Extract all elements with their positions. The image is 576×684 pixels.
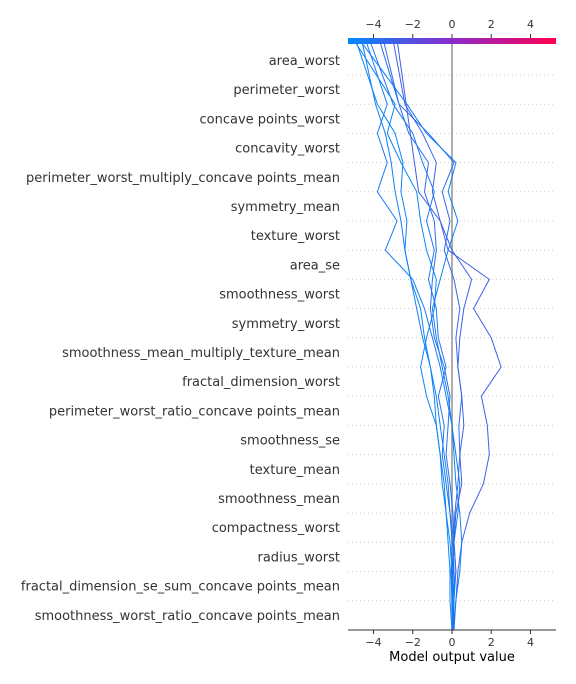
bottom-tick-label: 2 bbox=[488, 636, 495, 649]
feature-label: perimeter_worst_ratio_concave points_mea… bbox=[49, 404, 340, 419]
feature-label: texture_mean bbox=[250, 463, 340, 478]
feature-label: symmetry_mean bbox=[231, 200, 340, 215]
feature-label: smoothness_mean bbox=[218, 492, 340, 507]
feature-label: concave points_worst bbox=[199, 112, 340, 127]
top-tick-label: −2 bbox=[405, 18, 421, 31]
bottom-tick-label: 4 bbox=[527, 636, 534, 649]
feature-label: smoothness_mean_multiply_texture_mean bbox=[62, 346, 340, 361]
decision-path bbox=[361, 39, 455, 631]
top-axis-ticks: −4 −2 0 2 4 bbox=[365, 18, 534, 38]
bottom-tick-label: 0 bbox=[449, 636, 456, 649]
bottom-tick-label: −2 bbox=[405, 636, 421, 649]
decision-path bbox=[355, 39, 454, 631]
decision-path bbox=[369, 39, 454, 631]
feature-label: area_worst bbox=[269, 54, 340, 69]
feature-label: perimeter_worst bbox=[233, 83, 340, 98]
decision-path bbox=[378, 39, 457, 631]
feature-label: perimeter_worst_multiply_concave points_… bbox=[26, 171, 340, 186]
colorbar bbox=[348, 38, 556, 44]
feature-label: texture_worst bbox=[251, 229, 340, 244]
decision-path bbox=[359, 39, 463, 631]
decision-path bbox=[365, 39, 461, 631]
top-tick-label: −4 bbox=[365, 18, 381, 31]
feature-label: smoothness_worst bbox=[219, 288, 340, 303]
decision-paths bbox=[353, 39, 502, 631]
decision-path bbox=[392, 39, 473, 631]
top-tick-label: 2 bbox=[488, 18, 495, 31]
feature-label: symmetry_worst bbox=[232, 317, 340, 332]
feature-label: fractal_dimension_se_sum_concave points_… bbox=[21, 580, 340, 595]
top-tick-label: 0 bbox=[449, 18, 456, 31]
feature-label: fractal_dimension_worst bbox=[182, 375, 340, 390]
feature-label: smoothness_worst_ratio_concave points_me… bbox=[35, 609, 340, 624]
feature-label: concavity_worst bbox=[235, 142, 340, 157]
x-axis-title: Model output value bbox=[389, 650, 515, 665]
feature-label: radius_worst bbox=[258, 550, 341, 565]
bottom-axis-ticks: −4 −2 0 2 4 bbox=[365, 630, 534, 649]
decision-path bbox=[396, 39, 502, 631]
bottom-tick-label: −4 bbox=[365, 636, 381, 649]
decision-path bbox=[353, 39, 453, 631]
feature-label: area_se bbox=[290, 258, 340, 273]
feature-label: smoothness_se bbox=[240, 434, 340, 449]
feature-label: compactness_worst bbox=[212, 521, 340, 536]
top-tick-label: 4 bbox=[527, 18, 534, 31]
